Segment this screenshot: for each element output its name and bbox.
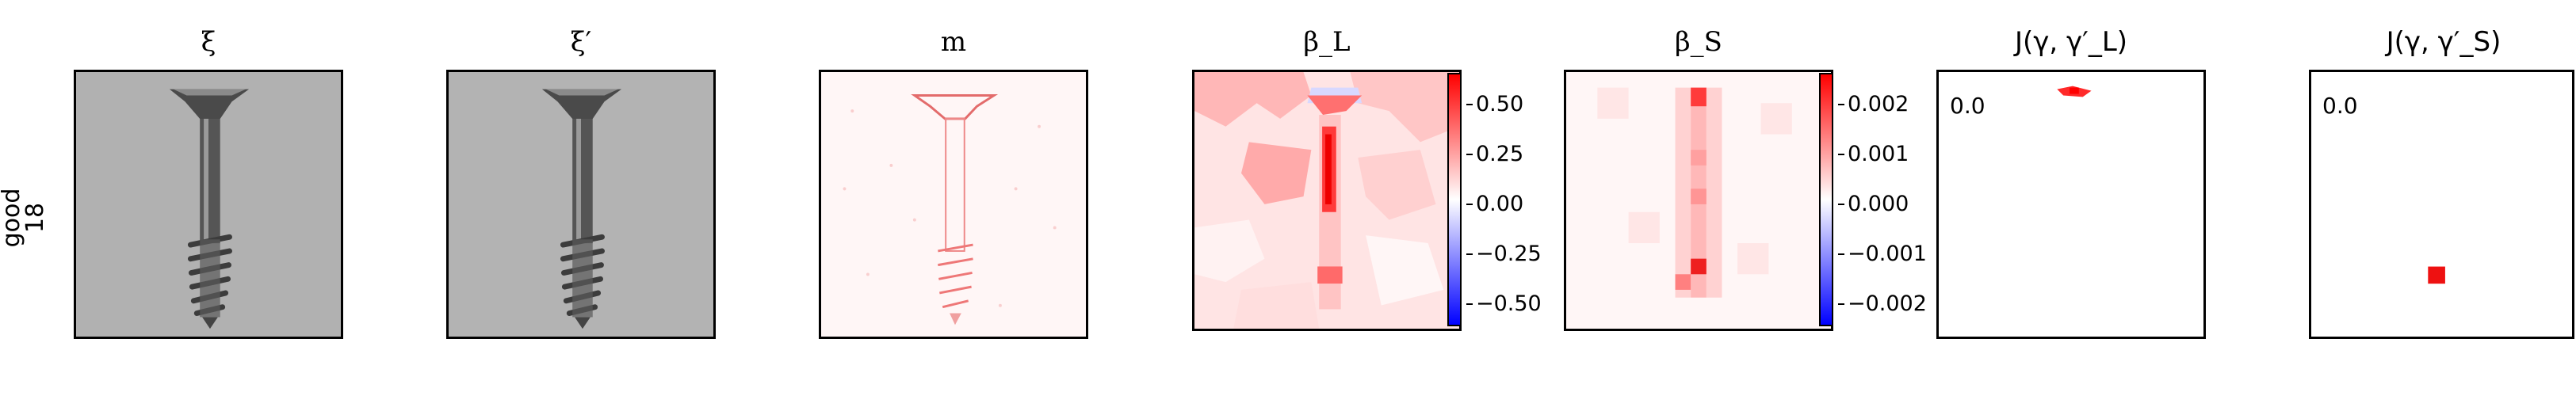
- colorbar-beta-s: [1819, 73, 1833, 326]
- panel-title-beta-s: β_S: [1675, 26, 1722, 58]
- panel-title-m: m: [940, 26, 967, 58]
- mask-map-small: [2428, 266, 2445, 284]
- colorbar-s-tick: −0.001: [1838, 242, 1927, 266]
- colorbar-l-tick: 0.50: [1466, 92, 1524, 116]
- attribution-map-large: [1194, 72, 1459, 329]
- image-xi: [74, 70, 343, 339]
- colorbar-l-tick: 0.00: [1466, 192, 1524, 216]
- panel-title-beta-l: β_L: [1303, 26, 1351, 58]
- panel-title-xi: ξ: [201, 26, 216, 58]
- image-j-l: 0.0: [1936, 70, 2206, 339]
- image-j-s: 0.0: [2309, 70, 2574, 339]
- image-beta-s: [1564, 70, 1833, 331]
- difference-map: [821, 72, 1086, 337]
- colorbar-s-tick: −0.002: [1838, 291, 1927, 316]
- image-beta-l: [1192, 70, 1462, 331]
- colorbar-l-tick: −0.25: [1466, 242, 1542, 266]
- colorbar-l-tick: −0.50: [1466, 291, 1542, 316]
- panel-title-j-l: J(γ, γ′_L): [2014, 26, 2128, 58]
- score-label: 0.0: [1950, 93, 1986, 119]
- colorbar-beta-l: [1447, 73, 1462, 326]
- mask-map-large: [2057, 86, 2092, 97]
- colorbar-s-tick: 0.000: [1837, 192, 1909, 216]
- panel-title-j-s: J(γ, γ′_S): [2386, 26, 2501, 58]
- screw-image: [76, 72, 341, 337]
- attribution-map-small: [1566, 72, 1831, 329]
- row-label: good 18: [0, 188, 49, 248]
- colorbar-s-tick: 0.002: [1837, 92, 1909, 116]
- image-xi-prime: [446, 70, 716, 339]
- score-label: 0.0: [2322, 93, 2358, 119]
- colorbar-l-tick: 0.25: [1466, 142, 1524, 166]
- panel-title-xi-prime: ξ′: [570, 26, 592, 58]
- colorbar-s-tick: 0.001: [1837, 142, 1909, 166]
- screw-image: [449, 72, 713, 337]
- image-m: [819, 70, 1088, 339]
